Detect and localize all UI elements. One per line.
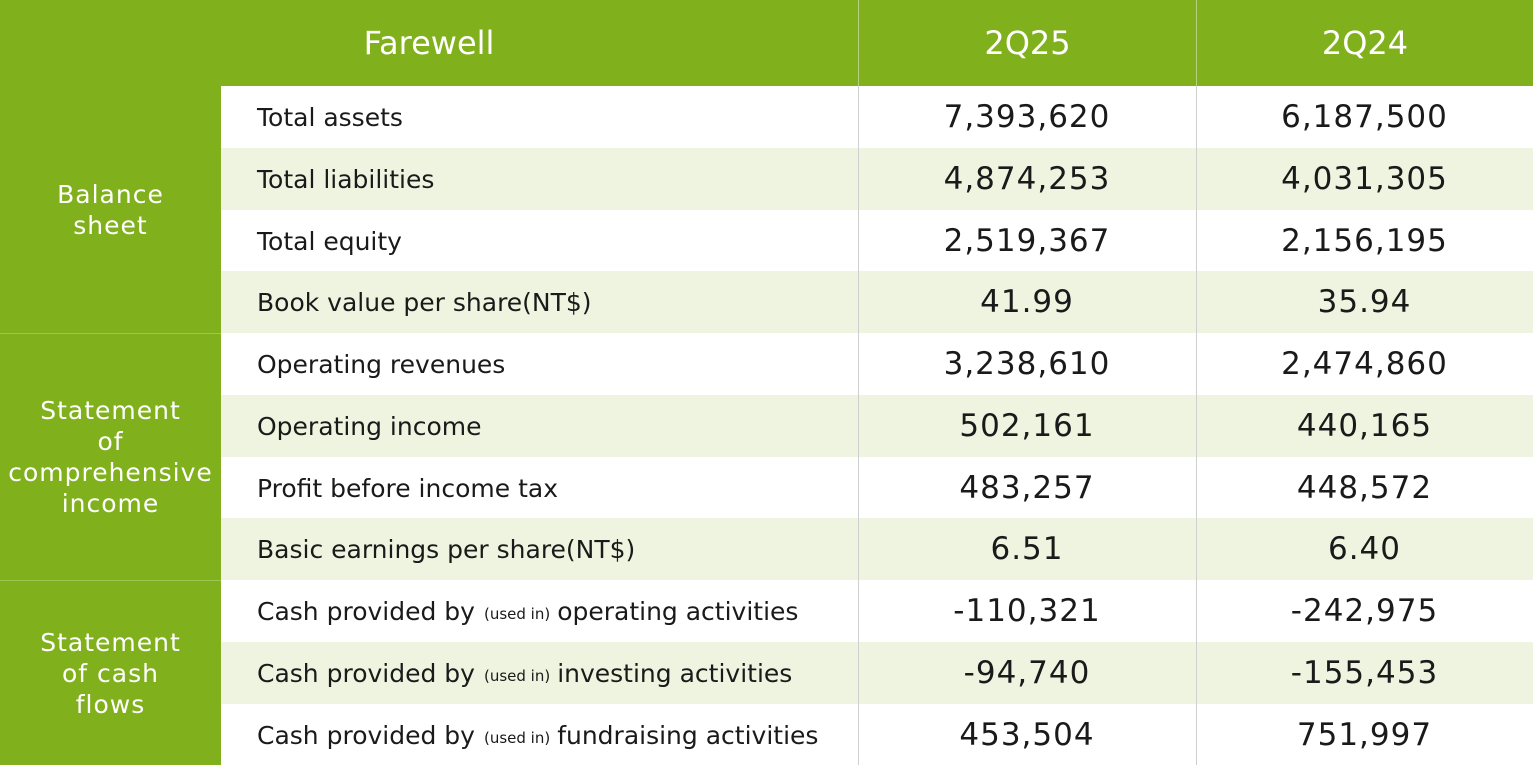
table-row: Cash provided by (used in) fundraising act…	[221, 704, 1533, 765]
category-cash-flows: Statement of cash flows	[0, 580, 221, 765]
value-2q24: 448,572	[1296, 470, 1433, 506]
label-note: (used in)	[483, 667, 551, 685]
value-2q25: 41.99	[980, 284, 1074, 320]
value-2q25: 7,393,620	[943, 99, 1111, 135]
row-label: Cash provided by (used in) operating activ…	[257, 580, 798, 642]
row-label: Cash provided by (used in) investing activ…	[257, 642, 792, 704]
value-2q25: 4,874,253	[943, 161, 1111, 197]
label-main: operating activities	[557, 596, 799, 626]
label-note: (used in)	[483, 605, 551, 623]
value-2q24: 751,997	[1296, 717, 1433, 753]
table-row: Basic earnings per share(NT$) 6.51 6.40	[221, 518, 1533, 580]
category-text: income	[61, 489, 160, 518]
header-2q25: 2Q25	[858, 0, 1196, 86]
table-row: Cash provided by (used in) investing activ…	[221, 642, 1533, 704]
column-divider	[858, 86, 859, 765]
value-2q24: 6,187,500	[1281, 99, 1448, 135]
value-2q24: 4,031,305	[1281, 161, 1448, 197]
label-main: Cash provided by	[257, 596, 475, 626]
row-label: Total equity	[257, 226, 402, 256]
label-main: fundraising activities	[557, 720, 819, 750]
value-2q25: 2,519,367	[943, 223, 1111, 259]
category-text: Statement	[40, 627, 181, 657]
row-label: Operating income	[257, 411, 482, 441]
category-text: of cash	[62, 658, 159, 688]
row-label: Book value per share(NT$)	[257, 287, 592, 317]
row-label: Total assets	[257, 102, 403, 132]
category-text: Statement	[40, 396, 181, 425]
row-label: Cash provided by (used in) fundraising act…	[257, 704, 818, 766]
value-2q24: 6.40	[1327, 531, 1402, 567]
label-note: (used in)	[483, 729, 551, 747]
table-row: Profit before income tax 483,257 448,572	[221, 457, 1533, 519]
label-main: Cash provided by	[257, 720, 475, 750]
category-comprehensive-income: Statement of comprehensive income	[0, 333, 221, 580]
category-text: sheet	[73, 210, 148, 240]
table-row: Book value per share(NT$) 41.99 35.94	[221, 271, 1533, 333]
value-2q24: 2,156,195	[1281, 223, 1448, 259]
value-2q25: 3,238,610	[943, 346, 1111, 382]
table-row: Total equity 2,519,367 2,156,195	[221, 210, 1533, 272]
table-row: Operating revenues 3,238,610 2,474,860	[221, 333, 1533, 395]
value-2q25: 502,161	[959, 408, 1095, 444]
category-balance-sheet: Balance sheet	[0, 86, 221, 333]
category-text: comprehensive	[8, 458, 213, 487]
row-label: Operating revenues	[257, 349, 506, 379]
table-row: Total liabilities 4,874,253 4,031,305	[221, 148, 1533, 210]
value-2q25: 6.51	[990, 531, 1064, 567]
header-2q24: 2Q24	[1196, 0, 1533, 86]
label-main: Cash provided by	[257, 658, 475, 688]
table-row: Cash provided by (used in) operating activ…	[221, 580, 1533, 642]
table-row: Operating income 502,161 440,165	[221, 395, 1533, 457]
row-label: Total liabilities	[257, 164, 435, 194]
table-row: Total assets 7,393,620 6,187,500	[221, 86, 1533, 148]
value-2q24: -155,453	[1290, 655, 1439, 691]
value-2q25: -94,740	[963, 655, 1091, 691]
row-label: Profit before income tax	[257, 473, 558, 503]
value-2q24: 2,474,860	[1281, 346, 1448, 382]
value-2q24: 35.94	[1317, 284, 1412, 320]
label-main: investing activities	[557, 658, 793, 688]
category-text: of	[97, 427, 124, 456]
value-2q24: 440,165	[1296, 408, 1433, 444]
category-text: flows	[75, 689, 146, 719]
header-title: Farewell	[0, 0, 858, 86]
value-2q25: -110,321	[953, 593, 1101, 629]
row-label: Basic earnings per share(NT$)	[257, 534, 636, 564]
value-2q24: -242,975	[1290, 593, 1439, 629]
category-text: Balance	[57, 179, 164, 209]
column-divider	[1196, 86, 1197, 765]
value-2q25: 453,504	[959, 717, 1095, 753]
value-2q25: 483,257	[959, 470, 1095, 506]
